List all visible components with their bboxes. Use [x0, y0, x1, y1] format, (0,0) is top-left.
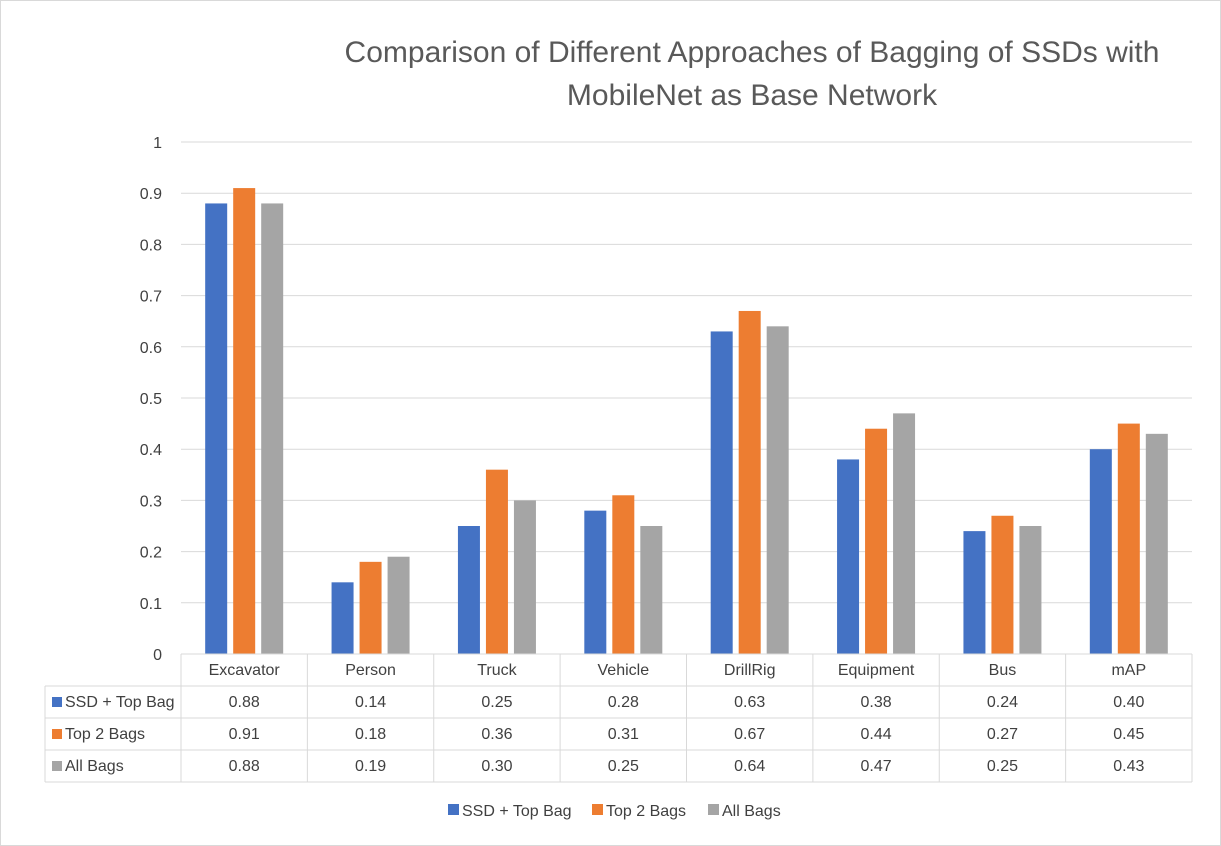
- bar: [865, 428, 888, 654]
- table-legend-key: [52, 761, 62, 771]
- table-cell-value: 0.88: [229, 758, 260, 775]
- bar: [640, 526, 663, 654]
- table-series-name: All Bags: [65, 758, 124, 775]
- y-tick-label: 0.5: [140, 391, 162, 408]
- y-tick-label: 0.4: [140, 442, 162, 459]
- y-tick-label: 0.9: [140, 186, 162, 203]
- bar: [387, 556, 410, 654]
- table-cell-value: 0.63: [734, 694, 765, 711]
- bar: [963, 531, 986, 654]
- bar: [233, 188, 256, 654]
- category-label: DrillRig: [724, 662, 776, 679]
- table-series-name: SSD + Top Bag: [65, 694, 175, 711]
- category-label: Equipment: [838, 662, 915, 679]
- table-cell-value: 0.24: [987, 694, 1018, 711]
- bar: [991, 515, 1014, 654]
- bar: [513, 500, 536, 654]
- table-cell-value: 0.43: [1113, 758, 1144, 775]
- legend-swatch: [708, 804, 719, 815]
- category-label: Bus: [989, 662, 1017, 679]
- table-cell-value: 0.25: [608, 758, 639, 775]
- category-label: mAP: [1111, 662, 1146, 679]
- bar: [710, 331, 733, 654]
- bar: [893, 413, 916, 654]
- bar: [766, 326, 789, 654]
- y-tick-label: 0.2: [140, 545, 162, 562]
- bar: [485, 469, 508, 654]
- y-tick-label: 0.1: [140, 596, 162, 613]
- bar: [1117, 423, 1140, 654]
- table-cell-value: 0.47: [860, 758, 891, 775]
- table-cell-value: 0.45: [1113, 726, 1144, 743]
- y-tick-label: 0.8: [140, 237, 162, 254]
- bar: [359, 561, 382, 654]
- category-label: Vehicle: [598, 662, 650, 679]
- table-legend-key: [52, 697, 62, 707]
- bars: [205, 188, 1168, 654]
- bar: [1145, 433, 1168, 654]
- table-cell-value: 0.25: [481, 694, 512, 711]
- table-cell-value: 0.67: [734, 726, 765, 743]
- y-tick-label: 0.7: [140, 289, 162, 306]
- y-tick-label: 0: [153, 647, 162, 664]
- bar: [738, 310, 761, 654]
- table-cell-value: 0.31: [608, 726, 639, 743]
- chart-title-line-1: Comparison of Different Approaches of Ba…: [345, 36, 1160, 69]
- bar: [1019, 526, 1042, 654]
- legend-label: All Bags: [722, 803, 781, 820]
- legend-swatch: [448, 804, 459, 815]
- category-label: Person: [345, 662, 396, 679]
- legend: SSD + Top Bag Top 2 Bags All Bags: [448, 803, 781, 820]
- y-axis-ticks: 0 0.1 0.2 0.3 0.4 0.5 0.6 0.7 0.8 0.9 1: [140, 135, 162, 664]
- table-cell-value: 0.19: [355, 758, 386, 775]
- data-table: Excavator Person Truck Vehicle DrillRig Equip…: [44, 653, 1193, 783]
- y-tick-label: 0.3: [140, 493, 162, 510]
- bar: [612, 495, 635, 654]
- y-tick-label: 1: [153, 135, 162, 152]
- category-label: Truck: [477, 662, 517, 679]
- table-cell-value: 0.91: [229, 726, 260, 743]
- table-cell-value: 0.27: [987, 726, 1018, 743]
- table-cell-value: 0.30: [481, 758, 512, 775]
- table-cell-value: 0.36: [481, 726, 512, 743]
- bar: [837, 459, 860, 654]
- table-cell-value: 0.88: [229, 694, 260, 711]
- chart-title-line-2: MobileNet as Base Network: [567, 79, 938, 112]
- bar: [261, 203, 284, 654]
- table-series-name: Top 2 Bags: [65, 726, 145, 743]
- table-cell-value: 0.14: [355, 694, 386, 711]
- table-cell-value: 0.40: [1113, 694, 1144, 711]
- table-cell-value: 0.18: [355, 726, 386, 743]
- table-cell-value: 0.25: [987, 758, 1018, 775]
- bar: [457, 526, 480, 654]
- table-cell-value: 0.44: [860, 726, 891, 743]
- category-label: Excavator: [209, 662, 281, 679]
- bar: [584, 510, 607, 654]
- table-legend-key: [52, 729, 62, 739]
- table-cell-value: 0.28: [608, 694, 639, 711]
- table-cell-value: 0.64: [734, 758, 765, 775]
- bar: [205, 203, 228, 654]
- legend-swatch: [592, 804, 603, 815]
- table-cell-value: 0.38: [860, 694, 891, 711]
- y-tick-label: 0.6: [140, 340, 162, 357]
- bar: [331, 582, 354, 654]
- legend-label: SSD + Top Bag: [462, 803, 572, 820]
- legend-label: Top 2 Bags: [606, 803, 686, 820]
- bar: [1089, 449, 1112, 654]
